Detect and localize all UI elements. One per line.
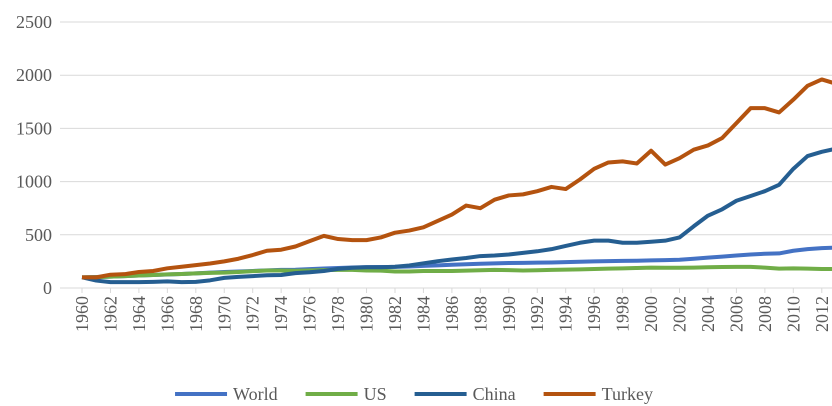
x-tick-label: 1982 xyxy=(385,296,405,332)
x-tick-label: 2010 xyxy=(783,296,803,332)
y-tick-label: 1000 xyxy=(16,172,52,192)
x-tick-label: 1962 xyxy=(100,296,120,332)
series-line xyxy=(81,147,832,285)
x-tick-label: 1990 xyxy=(499,296,519,332)
legend-label: US xyxy=(364,384,387,404)
x-tick-label: 1996 xyxy=(584,296,604,332)
y-tick-label: 0 xyxy=(43,278,52,298)
x-tick-label: 2008 xyxy=(755,296,775,332)
x-tick-label: 2000 xyxy=(641,296,661,332)
x-tick-label: 1980 xyxy=(357,296,377,332)
y-tick-label: 500 xyxy=(25,225,52,245)
y-tick-label: 2000 xyxy=(16,65,52,85)
x-tick-label: 1974 xyxy=(271,296,291,332)
legend-label: Turkey xyxy=(602,384,653,404)
x-tick-label: 1960 xyxy=(72,296,92,332)
x-tick-label: 1964 xyxy=(129,296,149,332)
x-tick-label: 1978 xyxy=(328,296,348,332)
y-tick-label: 2500 xyxy=(16,12,52,32)
x-tick-label: 2006 xyxy=(726,296,746,332)
x-tick-label: 1994 xyxy=(556,296,576,332)
x-tick-label: 1966 xyxy=(157,296,177,332)
legend-label: China xyxy=(473,384,516,404)
y-tick-label: 1500 xyxy=(16,118,52,138)
legend-label: World xyxy=(233,384,278,404)
x-tick-label: 2004 xyxy=(698,296,718,332)
x-tick-label: 1988 xyxy=(470,296,490,332)
x-tick-label: 1992 xyxy=(527,296,547,332)
x-tick-label: 1998 xyxy=(613,296,633,332)
series-line xyxy=(81,264,832,280)
x-tick-label: 1972 xyxy=(243,296,263,332)
x-tick-label: 1970 xyxy=(214,296,234,332)
x-tick-label: 2012 xyxy=(812,296,832,332)
x-tick-label: 1986 xyxy=(442,296,462,332)
x-tick-label: 1984 xyxy=(413,296,433,332)
x-tick-label: 1976 xyxy=(300,296,320,332)
x-tick-label: 1968 xyxy=(186,296,206,332)
x-tick-label: 2002 xyxy=(670,296,690,332)
series-line xyxy=(82,77,832,280)
